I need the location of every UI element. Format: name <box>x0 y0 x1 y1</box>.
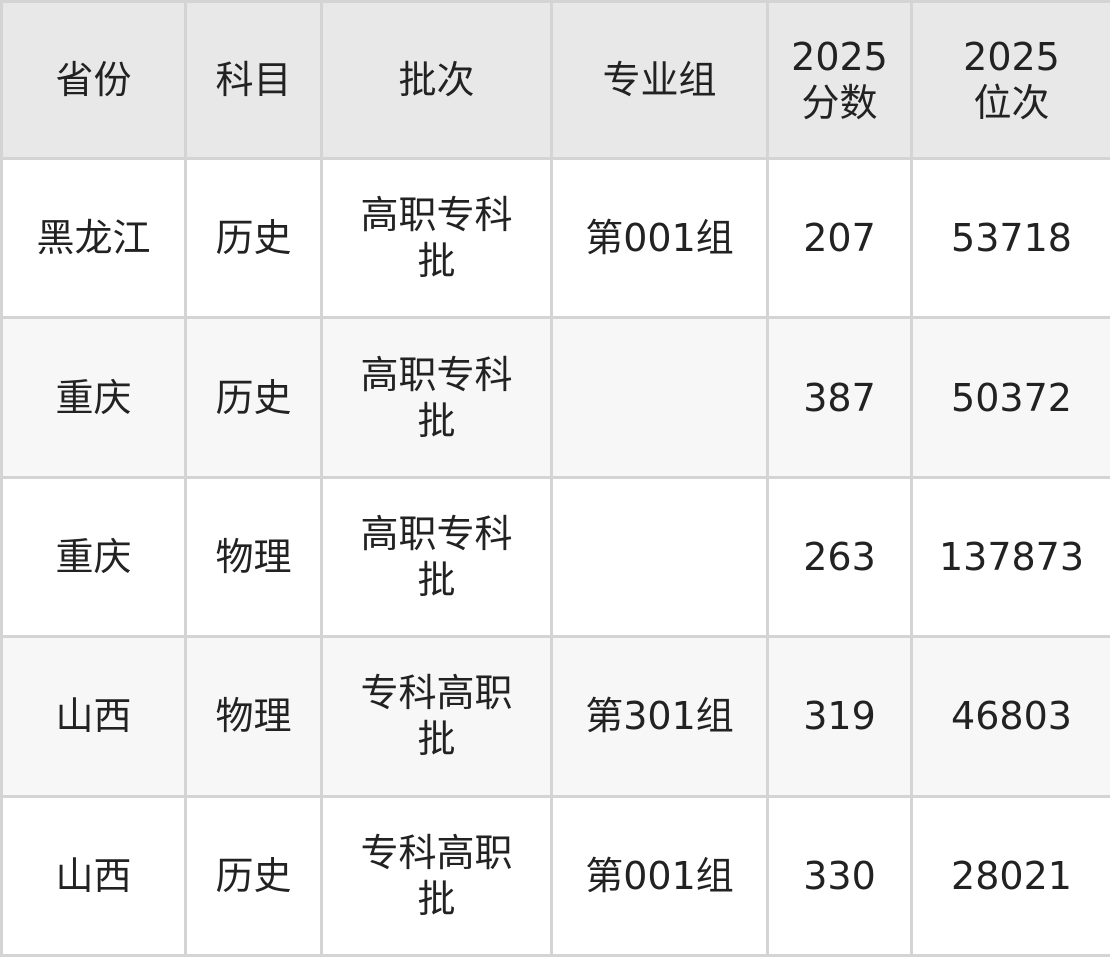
cell-subject: 历史 <box>184 316 323 479</box>
header-province: 省份 <box>0 0 187 160</box>
cell-batch: 高职专科批 <box>320 475 553 639</box>
table-row: 重庆 历史 高职专科批 387 50372 <box>0 316 1110 479</box>
header-row: 省份 科目 批次 专业组 2025 分数 2025 位次 <box>0 0 1110 160</box>
header-batch: 批次 <box>320 0 553 160</box>
cell-score: 263 <box>766 475 913 639</box>
header-major-group: 专业组 <box>550 0 769 160</box>
cell-batch: 专科高职批 <box>320 635 553 798</box>
cell-subject: 物理 <box>184 475 323 639</box>
table-row: 黑龙江 历史 高职专科批 第001组 207 53718 <box>0 156 1110 320</box>
cell-rank: 137873 <box>910 475 1110 639</box>
cell-major-group <box>550 316 769 479</box>
cell-province: 黑龙江 <box>0 156 187 320</box>
cell-province: 重庆 <box>0 475 187 639</box>
cell-score: 319 <box>766 635 913 798</box>
cell-subject: 历史 <box>184 794 323 957</box>
cell-major-group: 第301组 <box>550 635 769 798</box>
header-subject: 科目 <box>184 0 323 160</box>
table-header: 省份 科目 批次 专业组 2025 分数 2025 位次 <box>0 0 1110 160</box>
cell-rank: 53718 <box>910 156 1110 320</box>
cell-batch: 高职专科批 <box>320 156 553 320</box>
table-row: 重庆 物理 高职专科批 263 137873 <box>0 475 1110 639</box>
cell-score: 387 <box>766 316 913 479</box>
table-row: 山西 物理 专科高职批 第301组 319 46803 <box>0 635 1110 798</box>
cell-subject: 历史 <box>184 156 323 320</box>
cell-major-group: 第001组 <box>550 156 769 320</box>
cell-score: 330 <box>766 794 913 957</box>
cell-rank: 28021 <box>910 794 1110 957</box>
cell-major-group: 第001组 <box>550 794 769 957</box>
cell-score: 207 <box>766 156 913 320</box>
cell-subject: 物理 <box>184 635 323 798</box>
table-row: 山西 历史 专科高职批 第001组 330 28021 <box>0 794 1110 957</box>
cell-province: 山西 <box>0 635 187 798</box>
cell-province: 重庆 <box>0 316 187 479</box>
header-score: 2025 分数 <box>766 0 913 160</box>
cell-province: 山西 <box>0 794 187 957</box>
cell-batch: 高职专科批 <box>320 316 553 479</box>
header-rank: 2025 位次 <box>910 0 1110 160</box>
cell-major-group <box>550 475 769 639</box>
cell-rank: 46803 <box>910 635 1110 798</box>
table-body: 黑龙江 历史 高职专科批 第001组 207 53718 重庆 历史 高职专科批 387 50372… <box>0 156 1110 957</box>
cell-rank: 50372 <box>910 316 1110 479</box>
cell-batch: 专科高职批 <box>320 794 553 957</box>
